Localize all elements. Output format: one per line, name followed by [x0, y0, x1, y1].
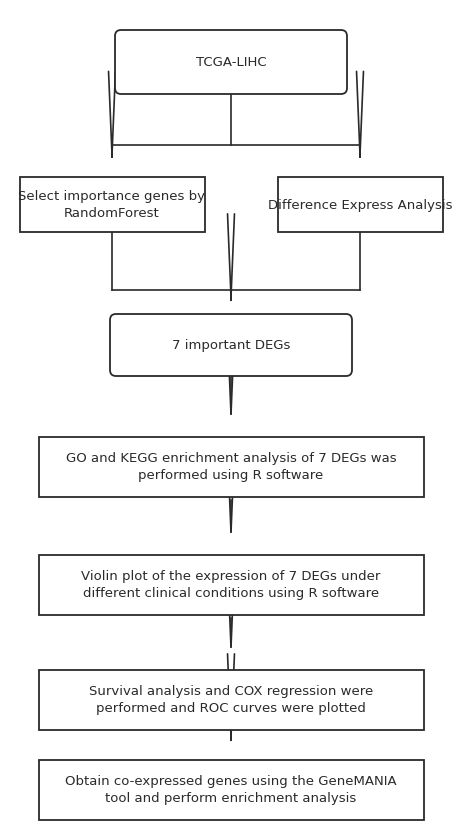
Text: TCGA-LIHC: TCGA-LIHC [196, 56, 266, 69]
Text: 7 important DEGs: 7 important DEGs [172, 339, 290, 351]
FancyBboxPatch shape [277, 178, 443, 232]
FancyBboxPatch shape [38, 760, 424, 820]
Text: GO and KEGG enrichment analysis of 7 DEGs was
performed using R software: GO and KEGG enrichment analysis of 7 DEG… [66, 452, 396, 482]
Text: Obtain co-expressed genes using the GeneMANIA
tool and perform enrichment analys: Obtain co-expressed genes using the Gene… [65, 775, 397, 805]
Text: Difference Express Analysis: Difference Express Analysis [268, 198, 452, 212]
FancyBboxPatch shape [115, 30, 347, 94]
FancyBboxPatch shape [19, 178, 205, 232]
FancyBboxPatch shape [38, 437, 424, 497]
Text: Select importance genes by
RandomForest: Select importance genes by RandomForest [19, 190, 206, 220]
FancyBboxPatch shape [110, 314, 352, 376]
Text: Violin plot of the expression of 7 DEGs under
different clinical conditions usin: Violin plot of the expression of 7 DEGs … [81, 570, 381, 600]
Text: Survival analysis and COX regression were
performed and ROC curves were plotted: Survival analysis and COX regression wer… [89, 685, 373, 715]
FancyBboxPatch shape [38, 670, 424, 730]
FancyBboxPatch shape [38, 555, 424, 615]
